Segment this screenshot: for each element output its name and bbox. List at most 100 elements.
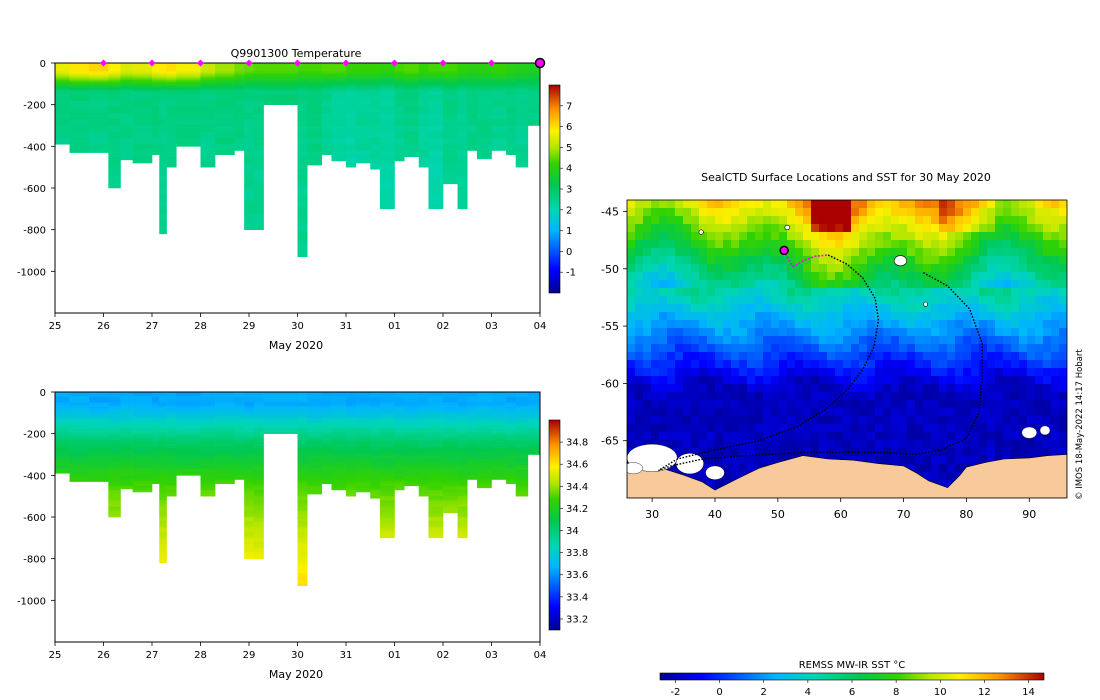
profile-cell bbox=[215, 460, 235, 464]
profile-cell bbox=[506, 129, 517, 133]
profile-cell bbox=[515, 165, 529, 168]
profile-cell bbox=[355, 160, 371, 164]
profile-cell bbox=[457, 444, 468, 447]
sst-cell bbox=[795, 272, 804, 281]
colorbar-tick-label: 33.6 bbox=[566, 570, 588, 581]
profile-cell bbox=[200, 117, 216, 120]
profile-cell bbox=[200, 481, 216, 484]
profile-cell bbox=[88, 446, 109, 449]
sst-cell bbox=[667, 328, 676, 337]
profile-cell bbox=[331, 406, 347, 409]
profile-column bbox=[418, 63, 429, 168]
profile-cell bbox=[132, 425, 153, 428]
x-tick-label: 04 bbox=[534, 321, 547, 332]
sst-cell bbox=[1019, 288, 1028, 297]
profile-cell bbox=[297, 519, 308, 522]
profile-cell bbox=[457, 190, 468, 193]
profile-cell bbox=[457, 512, 468, 516]
profile-cell bbox=[331, 446, 347, 449]
profile-cell bbox=[307, 442, 323, 445]
profile-cell bbox=[176, 448, 201, 451]
profile-cell bbox=[215, 454, 235, 457]
profile-cell bbox=[176, 442, 201, 445]
sst-cell bbox=[715, 312, 724, 321]
profile-cell bbox=[418, 160, 429, 164]
sst-cell bbox=[963, 256, 972, 265]
profile-cell bbox=[215, 448, 235, 451]
sst-cell bbox=[1051, 248, 1060, 257]
profile-cell bbox=[515, 423, 529, 426]
sst-cell bbox=[819, 352, 828, 361]
profile-cell bbox=[370, 154, 381, 158]
profile-cell bbox=[394, 417, 405, 420]
profile-cell bbox=[355, 92, 371, 95]
profile-cell bbox=[55, 462, 70, 466]
profile-cell bbox=[457, 183, 468, 187]
sst-cell bbox=[851, 288, 860, 297]
profile-cell bbox=[234, 439, 245, 443]
profile-cell bbox=[166, 63, 177, 66]
sst-cell bbox=[835, 296, 844, 305]
profile-column bbox=[215, 392, 235, 484]
sst-cell bbox=[1051, 240, 1060, 249]
profile-cell bbox=[215, 106, 235, 110]
profile-cell bbox=[55, 400, 70, 403]
profile-cell bbox=[404, 473, 420, 476]
sst-cell bbox=[851, 232, 860, 241]
profile-cell bbox=[132, 487, 153, 491]
profile-cell bbox=[55, 83, 70, 87]
sst-cell bbox=[675, 272, 684, 281]
sst-cell bbox=[691, 216, 700, 225]
profile-cell bbox=[307, 477, 323, 480]
sst-cell bbox=[763, 216, 772, 225]
profile-cell bbox=[515, 433, 529, 437]
profile-cell bbox=[370, 444, 381, 447]
profile-cell bbox=[176, 98, 201, 101]
profile-cell bbox=[379, 198, 395, 201]
profile-cell bbox=[176, 433, 201, 437]
profile-column bbox=[491, 392, 507, 480]
profile-cell bbox=[152, 133, 160, 137]
profile-cell bbox=[176, 100, 201, 103]
profile-cell bbox=[506, 469, 517, 472]
profile-cell bbox=[253, 456, 264, 459]
profile-cell bbox=[297, 569, 308, 572]
profile-cell bbox=[120, 392, 133, 395]
profile-cell bbox=[244, 412, 255, 416]
profile-cell bbox=[379, 487, 395, 491]
profile-cell bbox=[253, 154, 264, 158]
profile-cell bbox=[215, 469, 235, 472]
profile-cell bbox=[297, 548, 308, 551]
profile-cell bbox=[88, 119, 109, 122]
sst-cell bbox=[707, 320, 716, 329]
sst-cell bbox=[915, 264, 924, 273]
sst-cell bbox=[907, 208, 916, 217]
profile-cell bbox=[355, 77, 371, 80]
profile-cell bbox=[346, 421, 356, 424]
profile-cell bbox=[379, 452, 395, 455]
profile-cell bbox=[69, 396, 90, 399]
profile-cell bbox=[418, 154, 429, 158]
profile-cell bbox=[346, 129, 356, 133]
sst-cell bbox=[779, 336, 788, 345]
sst-cell bbox=[883, 216, 892, 225]
profile-cell bbox=[527, 73, 541, 76]
sst-cell bbox=[635, 208, 644, 217]
profile-cell bbox=[491, 406, 507, 409]
profile-cell bbox=[428, 154, 444, 158]
sst-cell bbox=[995, 296, 1004, 305]
sst-cell bbox=[987, 240, 996, 249]
sst-cell bbox=[891, 312, 900, 321]
profile-cell bbox=[321, 104, 332, 108]
profile-cell bbox=[370, 85, 381, 89]
profile-cell bbox=[370, 158, 381, 162]
sst-cell bbox=[931, 280, 940, 289]
sst-cell bbox=[827, 272, 836, 281]
sst-cell bbox=[651, 248, 660, 257]
profile-cell bbox=[88, 69, 109, 72]
sst-cell bbox=[643, 224, 652, 233]
profile-cell bbox=[307, 79, 323, 83]
profile-cell bbox=[253, 90, 264, 93]
profile-cell bbox=[394, 106, 405, 110]
profile-cell bbox=[244, 514, 255, 518]
